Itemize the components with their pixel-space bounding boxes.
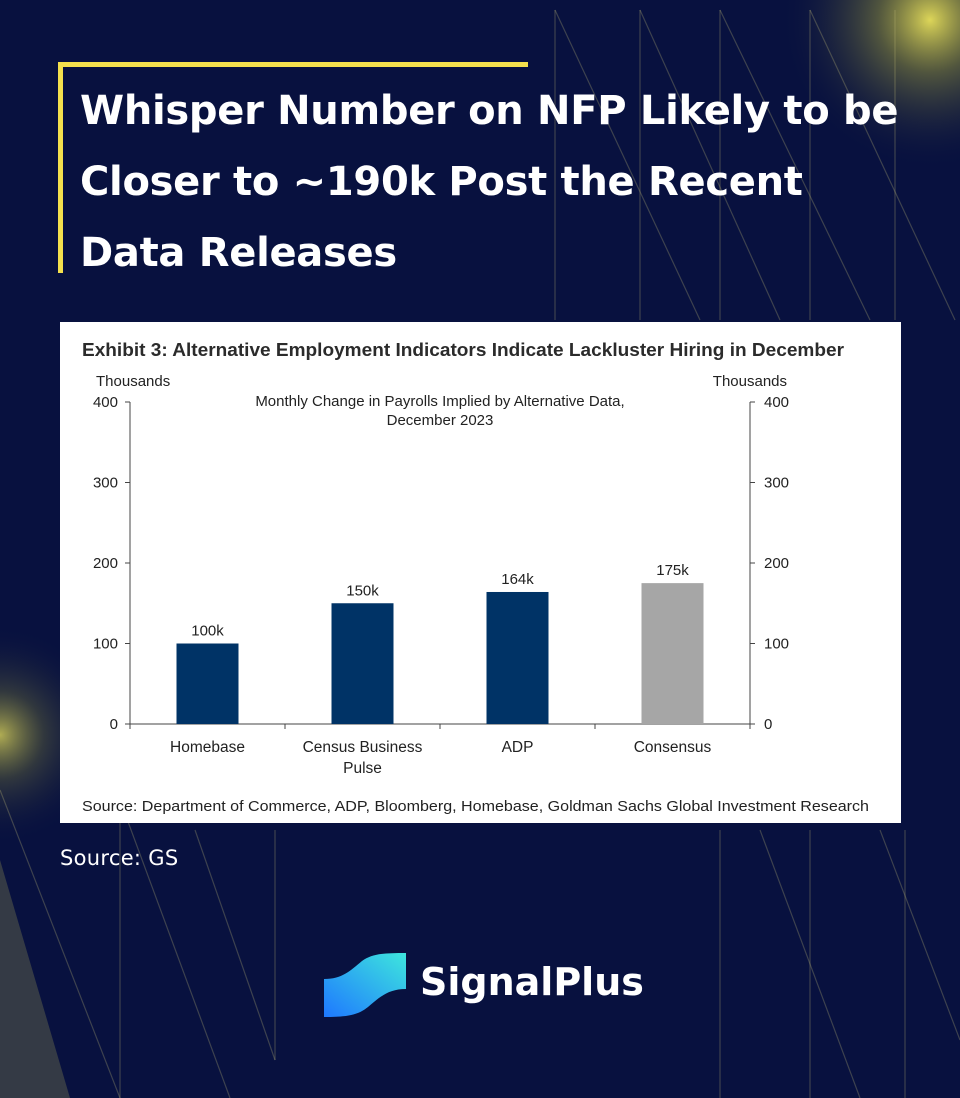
y-ticks-right: 0 100 200 300 400 — [750, 394, 789, 733]
y-tick-label-left: 0 — [110, 716, 118, 733]
data-labels: 100k 150k 164k 175k — [191, 562, 689, 639]
bar-data-label: 150k — [346, 582, 379, 599]
category-label: Pulse — [343, 760, 382, 777]
bar-data-label: 100k — [191, 623, 224, 640]
bar — [641, 583, 704, 724]
y-tick-label-left: 300 — [93, 475, 118, 492]
title-accent-left — [58, 62, 63, 273]
category-label: Homebase — [170, 739, 245, 756]
category-label: Consensus — [634, 739, 712, 756]
exhibit-title: Exhibit 3: Alternative Employment Indica… — [82, 339, 844, 360]
category-label: ADP — [502, 739, 534, 756]
y-tick-label-right: 100 — [764, 636, 789, 653]
y-axis-label-right: Thousands — [713, 373, 787, 390]
y-ticks-left: 0 100 200 300 400 — [93, 394, 130, 733]
category-label: Census Business — [303, 739, 423, 756]
chart-panel: Exhibit 3: Alternative Employment Indica… — [60, 322, 901, 823]
y-tick-label-right: 400 — [764, 394, 789, 411]
bars — [176, 583, 704, 724]
signalplus-logo-icon — [324, 953, 406, 1017]
exhibit-source: Source: Department of Commerce, ADP, Blo… — [82, 798, 869, 815]
y-tick-label-right: 300 — [764, 475, 789, 492]
bar — [486, 591, 549, 724]
bar — [331, 603, 394, 724]
y-tick-label-left: 100 — [93, 636, 118, 653]
title-frame — [58, 62, 528, 273]
bar-data-label: 164k — [501, 571, 534, 588]
bar — [176, 643, 239, 724]
chart-title: Monthly Change in Payrolls Implied by Al… — [255, 393, 624, 410]
title-accent-top — [58, 62, 528, 67]
brand-logo: SignalPlus — [322, 953, 662, 1019]
category-labels: Homebase Census Business Pulse ADP Consensus — [170, 739, 712, 777]
y-tick-label-left: 400 — [93, 394, 118, 411]
brand-name: SignalPlus — [420, 960, 644, 1004]
y-tick-label-right: 0 — [764, 716, 772, 733]
source-caption: Source: GS — [60, 846, 179, 870]
bar-data-label: 175k — [656, 562, 689, 579]
chart-subtitle: December 2023 — [387, 412, 494, 429]
page-title: Whisper Number on NFP Likely to be Close… — [80, 88, 899, 276]
y-axis-label-left: Thousands — [96, 373, 170, 390]
y-tick-label-left: 200 — [93, 555, 118, 572]
x-ticks — [129, 724, 751, 729]
y-tick-label-right: 200 — [764, 555, 789, 572]
bar-chart: Exhibit 3: Alternative Employment Indica… — [82, 339, 869, 815]
